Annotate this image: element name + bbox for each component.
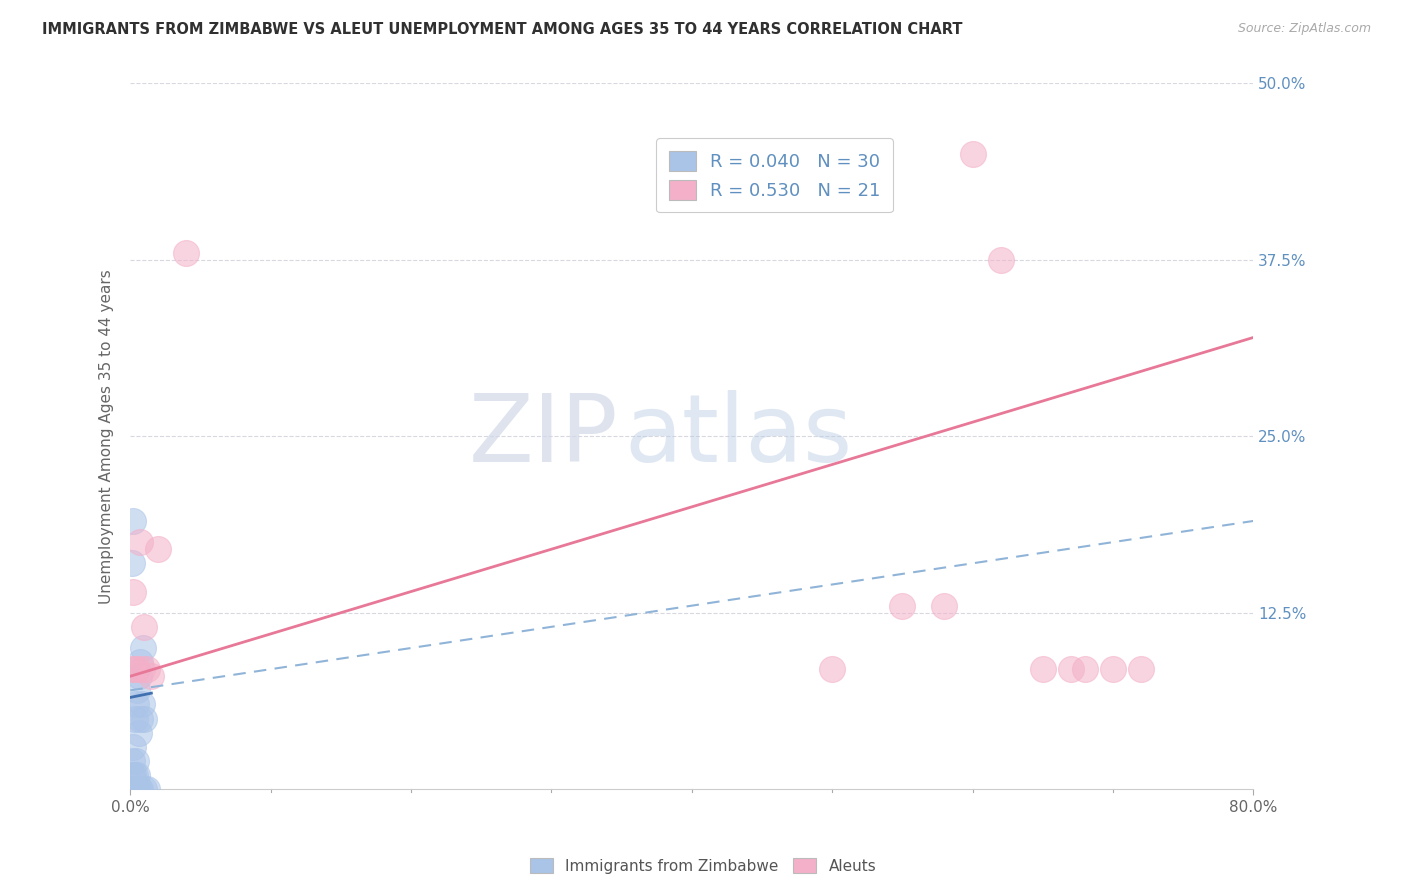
Point	[134, 782, 156, 797]
Legend: Immigrants from Zimbabwe, Aleuts: Immigrants from Zimbabwe, Aleuts	[523, 852, 883, 880]
Point	[134, 620, 156, 634]
Point	[124, 712, 146, 726]
Point	[122, 782, 145, 797]
Point	[141, 669, 163, 683]
Point	[990, 252, 1012, 267]
Text: atlas: atlas	[624, 391, 852, 483]
Point	[128, 669, 150, 683]
Y-axis label: Unemployment Among Ages 35 to 44 years: Unemployment Among Ages 35 to 44 years	[100, 268, 114, 604]
Point	[129, 782, 152, 797]
Point	[128, 782, 150, 797]
Point	[134, 712, 156, 726]
Point	[127, 768, 149, 782]
Point	[129, 712, 152, 726]
Point	[148, 542, 170, 557]
Point	[934, 599, 956, 613]
Point	[124, 768, 146, 782]
Point	[122, 584, 145, 599]
Point	[129, 655, 152, 669]
Point	[127, 683, 149, 698]
Point	[129, 535, 152, 549]
Point	[136, 662, 159, 676]
Point	[136, 782, 159, 797]
Point	[127, 662, 149, 676]
Point	[1130, 662, 1153, 676]
Point	[128, 725, 150, 739]
Point	[121, 662, 143, 676]
Point	[1060, 662, 1083, 676]
Point	[124, 662, 146, 676]
Point	[122, 782, 145, 797]
Point	[125, 698, 148, 712]
Point	[125, 754, 148, 768]
Text: IMMIGRANTS FROM ZIMBABWE VS ALEUT UNEMPLOYMENT AMONG AGES 35 TO 44 YEARS CORRELA: IMMIGRANTS FROM ZIMBABWE VS ALEUT UNEMPL…	[42, 22, 963, 37]
Point	[122, 514, 145, 528]
Point	[121, 557, 143, 571]
Point	[1074, 662, 1097, 676]
Point	[125, 782, 148, 797]
Point	[127, 782, 149, 797]
Point	[121, 782, 143, 797]
Point	[121, 754, 143, 768]
Point	[131, 698, 153, 712]
Point	[124, 782, 146, 797]
Legend: R = 0.040   N = 30, R = 0.530   N = 21: R = 0.040 N = 30, R = 0.530 N = 21	[657, 138, 893, 212]
Point	[176, 245, 198, 260]
Point	[131, 662, 153, 676]
Point	[121, 768, 143, 782]
Text: Source: ZipAtlas.com: Source: ZipAtlas.com	[1237, 22, 1371, 36]
Point	[891, 599, 914, 613]
Point	[821, 662, 844, 676]
Point	[125, 782, 148, 797]
Point	[132, 640, 155, 655]
Point	[1102, 662, 1125, 676]
Point	[1032, 662, 1054, 676]
Point	[122, 768, 145, 782]
Text: ZIP: ZIP	[470, 391, 619, 483]
Point	[962, 147, 984, 161]
Point	[122, 739, 145, 754]
